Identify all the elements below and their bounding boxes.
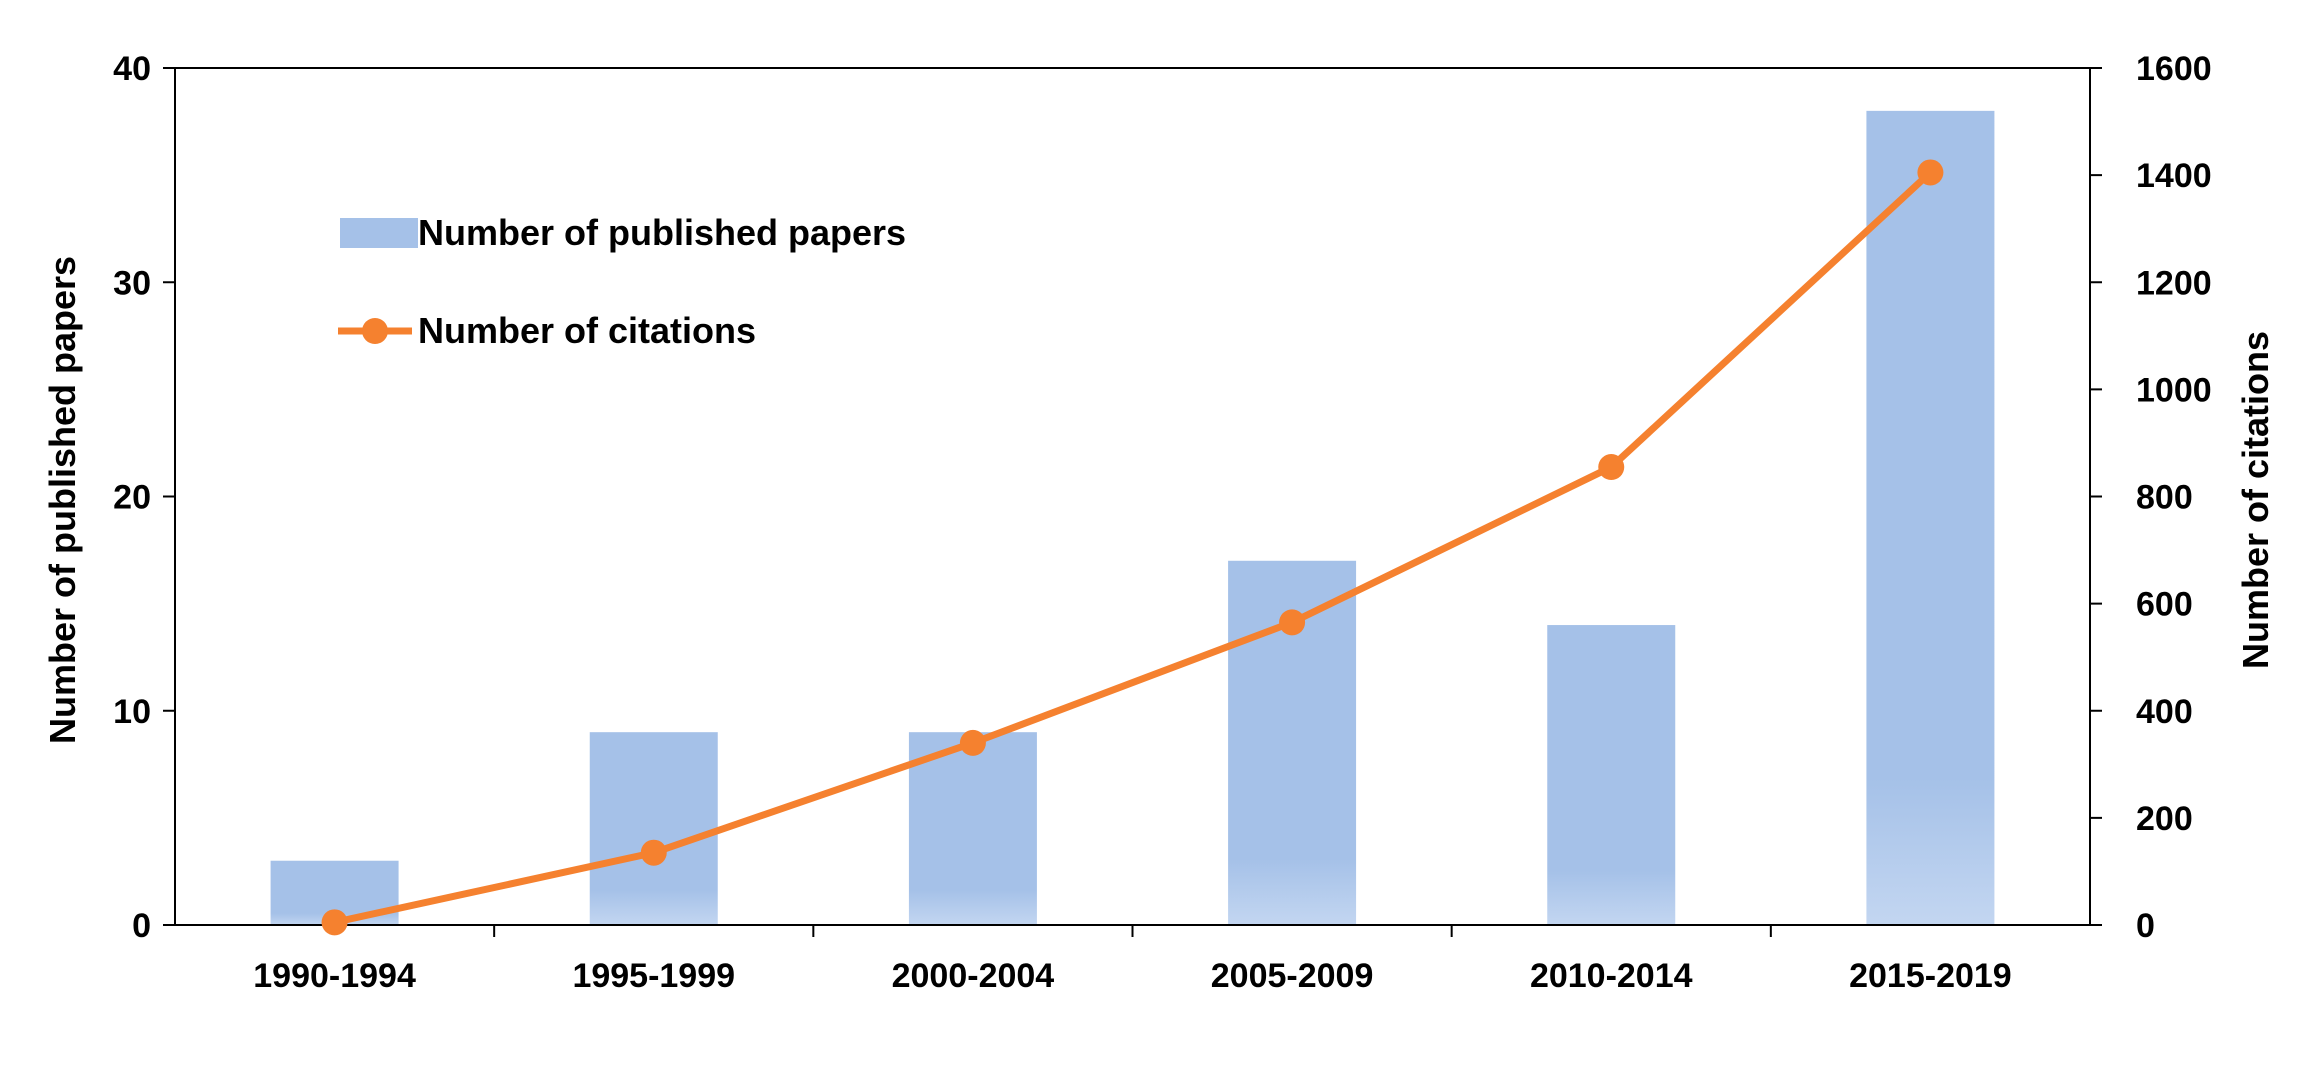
y-right-tick-label: 1400 (2136, 157, 2212, 195)
citations-point-2005-2009 (1279, 609, 1306, 636)
citations-point-1990-1994 (321, 909, 348, 936)
citations-point-2010-2014 (1598, 454, 1625, 481)
y-axis-right-title: Number of citations (2235, 331, 2276, 669)
y-right-tick-label: 0 (2136, 907, 2155, 945)
y-left-tick-label: 10 (113, 693, 151, 731)
bar-1995-1999 (589, 732, 718, 925)
y-right-tick-label: 1600 (2136, 50, 2212, 88)
citations-line (333, 169, 1933, 926)
y-right-tick-label: 1000 (2136, 371, 2212, 409)
y-axis-left-title: Number of published papers (42, 256, 83, 744)
bar-2015-2019 (1866, 110, 1995, 926)
y-right-tick-label: 1200 (2136, 264, 2212, 302)
x-tick-label: 2010-2014 (1530, 957, 1693, 995)
tick-labels: 0102030400200400600800100012001400160019… (113, 50, 2211, 995)
axes (163, 67, 2102, 937)
y-left-tick-label: 30 (113, 264, 151, 302)
citations-point-2000-2004 (959, 729, 986, 756)
y-left-tick-label: 20 (113, 479, 151, 517)
citations-point-2015-2019 (1917, 159, 1944, 186)
legend-swatch-papers (340, 218, 418, 248)
x-tick-label: 1990-1994 (253, 957, 416, 995)
legend: Number of published papers Number of cit… (338, 212, 906, 351)
line-series-citations (321, 159, 1944, 936)
y-left-tick-label: 0 (132, 907, 151, 945)
y-left-tick-label: 40 (113, 50, 151, 88)
bar-2010-2014 (1547, 625, 1676, 925)
x-tick-label: 2015-2019 (1849, 957, 2012, 995)
citations-point-1995-1999 (640, 839, 667, 866)
bar-2000-2004 (908, 732, 1037, 925)
x-tick-label: 1995-1999 (572, 957, 735, 995)
legend-marker-citations (362, 318, 388, 344)
legend-label-papers: Number of published papers (418, 212, 906, 253)
x-tick-label: 2005-2009 (1211, 957, 1374, 995)
y-right-tick-label: 800 (2136, 479, 2193, 517)
x-tick-label: 2000-2004 (892, 957, 1055, 995)
legend-label-citations: Number of citations (418, 310, 756, 351)
y-right-tick-label: 600 (2136, 586, 2193, 624)
y-right-tick-label: 400 (2136, 693, 2193, 731)
y-right-tick-label: 200 (2136, 800, 2193, 838)
